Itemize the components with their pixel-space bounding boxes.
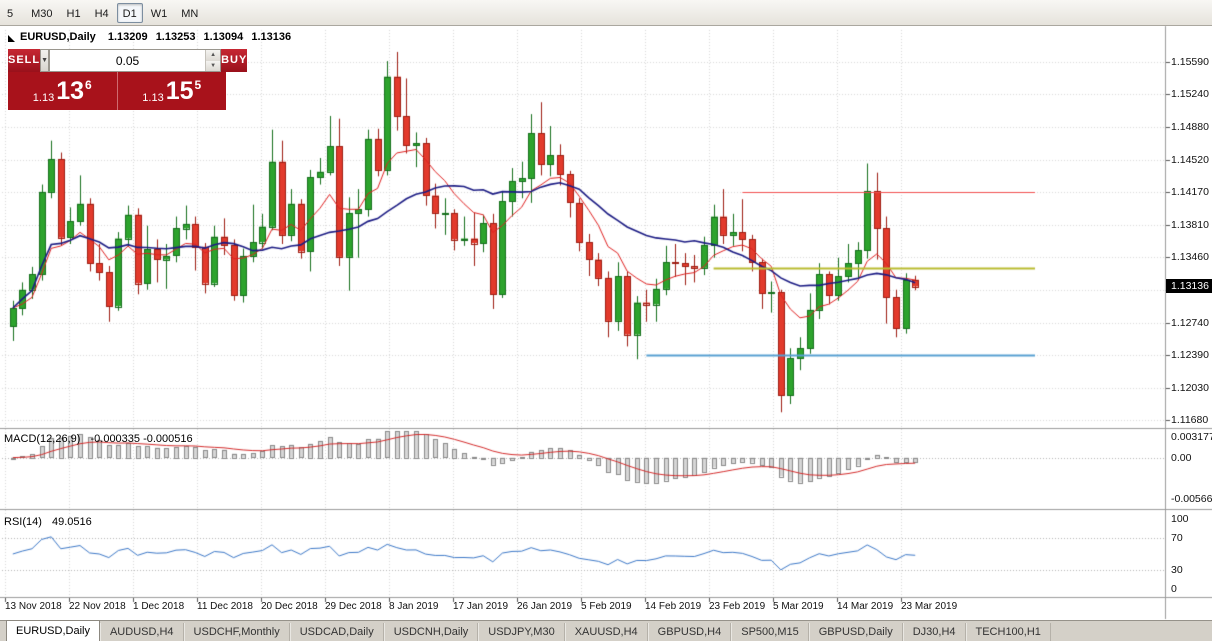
rsi-scale-label: 30 — [1171, 564, 1183, 577]
timeframe-button-w1[interactable]: W1 — [150, 7, 168, 20]
bid-price-prefix: 1.13 — [32, 92, 55, 104]
volume-input[interactable] — [50, 50, 206, 71]
chart-tab-sp500-m15[interactable]: SP500,M15 — [731, 623, 809, 641]
current-price-badge: 1.13136 — [1166, 279, 1212, 294]
time-scale-label: 29 Dec 2018 — [325, 601, 382, 612]
timeframe-button-h4[interactable]: H4 — [94, 7, 109, 20]
rsi-scale-label: 0 — [1171, 583, 1177, 595]
ohlc-low: 1.13094 — [203, 31, 244, 43]
macd-scale-label: -0.005667 — [1171, 493, 1212, 505]
timeframe-button-h1[interactable]: H1 — [66, 7, 81, 20]
macd-values: -0.000335 -0.000516 — [90, 433, 193, 445]
buy-button[interactable]: BUY — [221, 49, 248, 72]
time-scale-label: 1 Dec 2018 — [133, 601, 185, 612]
timeframe-button-m30[interactable]: M30 — [31, 7, 53, 20]
time-scale-label: 5 Feb 2019 — [581, 601, 632, 612]
one-click-trading-panel: SELL ▼ ▲ ▼ BUY 1.13 13 6 1.13 15 5 — [8, 49, 248, 110]
chart-tab-usdchf-monthly[interactable]: USDCHF,Monthly — [183, 623, 290, 641]
time-scale-label: 17 Jan 2019 — [453, 601, 509, 612]
chart-tab-usdcnh-daily[interactable]: USDCNH,Daily — [383, 623, 479, 641]
ohlc-open: 1.13209 — [107, 31, 148, 43]
ohlc-close: 1.13136 — [251, 31, 292, 43]
time-scale-label: 13 Nov 2018 — [5, 601, 62, 612]
time-scale-label: 5 Mar 2019 — [773, 601, 824, 612]
price-scale-label: 1.11680 — [1171, 413, 1209, 426]
bid-price-point: 6 — [85, 78, 92, 92]
rsi-indicator-label: RSI(14) 49.0516 — [4, 516, 92, 528]
ohlc-high: 1.13253 — [155, 31, 196, 43]
volume-spinner: ▲ ▼ — [205, 50, 221, 71]
chart-tab-dj30-h4[interactable]: DJ30,H4 — [902, 623, 966, 641]
time-scale-label: 20 Dec 2018 — [261, 601, 318, 612]
chart-expand-icon[interactable] — [8, 35, 15, 42]
time-scale-label: 22 Nov 2018 — [69, 601, 126, 612]
rsi-value: 49.0516 — [51, 516, 92, 528]
time-scale-label: 11 Dec 2018 — [197, 601, 253, 612]
volume-increase-button[interactable]: ▲ — [206, 50, 221, 61]
macd-scale-label: 0.003177 — [1171, 431, 1212, 443]
rsi-scale-label: 100 — [1171, 513, 1189, 525]
time-scale-label: 14 Feb 2019 — [645, 601, 702, 612]
price-scale-label: 1.14880 — [1171, 120, 1209, 133]
ask-price-pips: 15 — [165, 77, 194, 105]
chart-tab-audusd-h4[interactable]: AUDUSD,H4 — [99, 623, 184, 641]
chart-ohlc-title: EURUSD,Daily 1.13209 1.13253 1.13094 1.1… — [20, 31, 296, 43]
chart-tab-gbpusd-h4[interactable]: GBPUSD,H4 — [647, 623, 732, 641]
chevron-down-icon: ▼ — [41, 57, 49, 64]
timeframe-button-mn[interactable]: MN — [181, 7, 199, 20]
timeframe-button-d1[interactable]: D1 — [116, 2, 143, 23]
chart-tab-xauusd-h4[interactable]: XAUUSD,H4 — [564, 623, 648, 641]
price-scale-label: 1.15590 — [1171, 56, 1209, 68]
ask-price-display[interactable]: 1.13 15 5 — [118, 72, 227, 110]
time-scale-label: 23 Mar 2019 — [901, 601, 958, 612]
bid-price-pips: 13 — [56, 77, 85, 105]
chart-tab-usdjpy-m30[interactable]: USDJPY,M30 — [478, 623, 565, 641]
price-scale-label: 1.13460 — [1171, 250, 1209, 263]
ask-price-point: 5 — [194, 78, 202, 92]
bid-price-display[interactable]: 1.13 13 6 — [8, 72, 118, 110]
chart-tab-eurusd-daily[interactable]: EURUSD,Daily — [6, 620, 100, 641]
volume-field: ▲ ▼ — [49, 49, 222, 72]
price-scale-label: 1.14170 — [1171, 185, 1209, 198]
price-scale-label: 1.13810 — [1171, 218, 1209, 231]
ask-price-prefix: 1.13 — [142, 92, 164, 104]
macd-indicator-label: MACD(12,26,9) -0.000335 -0.000516 — [4, 433, 193, 445]
chart-tab-tech100-h1[interactable]: TECH100,H1 — [965, 623, 1051, 641]
time-scale-label: 8 Jan 2019 — [389, 601, 439, 612]
price-scale-label: 1.12740 — [1171, 316, 1209, 329]
time-scale-label: 26 Jan 2019 — [517, 601, 573, 612]
time-scale-label: 23 Feb 2019 — [709, 601, 766, 612]
order-type-dropdown[interactable]: ▼ — [40, 49, 50, 72]
chart-symbol-period: EURUSD,Daily — [20, 31, 96, 43]
volume-decrease-button[interactable]: ▼ — [206, 60, 221, 71]
timeframe-button-5[interactable]: 5 — [7, 7, 14, 20]
rsi-name: RSI(14) — [4, 516, 42, 528]
price-scale-label: 1.14520 — [1171, 153, 1209, 166]
time-scale-label: 14 Mar 2019 — [837, 601, 894, 612]
bid-ask-display: 1.13 13 6 1.13 15 5 — [8, 72, 226, 110]
chart-tab-gbpusd-daily[interactable]: GBPUSD,Daily — [808, 623, 903, 641]
macd-name: MACD(12,26,9) — [4, 433, 81, 445]
sell-button[interactable]: SELL — [8, 49, 41, 72]
macd-scale-label: 0.00 — [1171, 451, 1192, 464]
price-scale-label: 1.15240 — [1171, 88, 1209, 101]
chart-tab-usdcad-daily[interactable]: USDCAD,Daily — [289, 623, 384, 641]
price-scale-label: 1.12390 — [1171, 348, 1209, 361]
trade-buttons-row: SELL ▼ ▲ ▼ BUY — [8, 49, 248, 72]
chart-tabs-bar: EURUSD,Daily AUDUSD,H4 USDCHF,Monthly USDCA… — [0, 620, 1212, 641]
price-scale-label: 1.12030 — [1171, 381, 1209, 394]
timeframe-toolbar: 5 M30 H1 H4 D1 W1 MN — [0, 0, 1212, 26]
rsi-scale-label: 70 — [1171, 531, 1183, 544]
